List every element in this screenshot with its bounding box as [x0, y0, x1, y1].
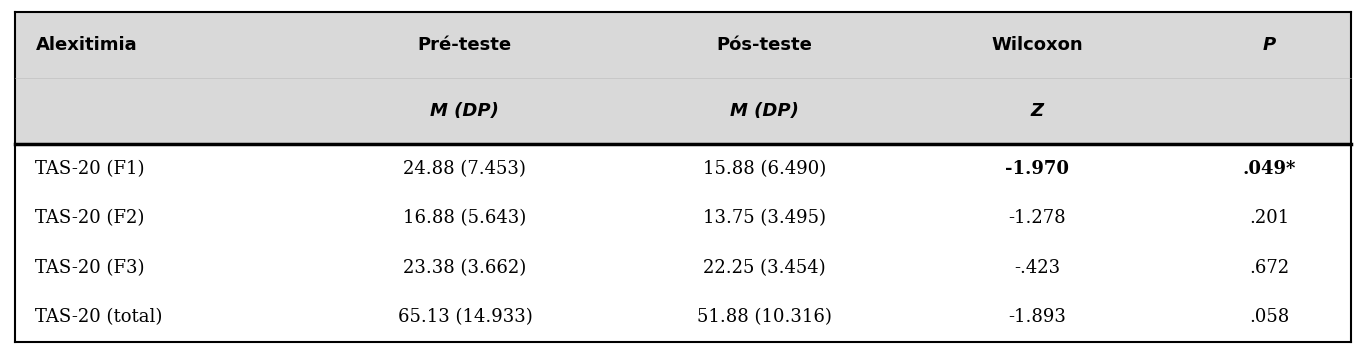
Text: Pré-teste: Pré-teste	[418, 36, 512, 54]
FancyBboxPatch shape	[15, 12, 1351, 144]
Text: TAS-20 (F2): TAS-20 (F2)	[36, 209, 145, 227]
Text: 16.88 (5.643): 16.88 (5.643)	[403, 209, 526, 227]
Text: 15.88 (6.490): 15.88 (6.490)	[703, 160, 826, 178]
Text: .049*: .049*	[1243, 160, 1296, 178]
Text: TAS-20 (total): TAS-20 (total)	[36, 308, 163, 326]
Text: -.423: -.423	[1015, 259, 1060, 277]
Text: M (DP): M (DP)	[430, 102, 500, 120]
Text: Alexitimia: Alexitimia	[36, 36, 137, 54]
Text: 24.88 (7.453): 24.88 (7.453)	[403, 160, 526, 178]
Text: 13.75 (3.495): 13.75 (3.495)	[703, 209, 826, 227]
Text: P: P	[1262, 36, 1276, 54]
Text: -1.893: -1.893	[1008, 308, 1067, 326]
Text: 22.25 (3.454): 22.25 (3.454)	[703, 259, 826, 277]
Text: Pós-teste: Pós-teste	[717, 36, 813, 54]
Text: Wilcoxon: Wilcoxon	[992, 36, 1083, 54]
Text: .058: .058	[1249, 308, 1290, 326]
Text: .201: .201	[1249, 209, 1290, 227]
Text: M (DP): M (DP)	[731, 102, 799, 120]
Text: 23.38 (3.662): 23.38 (3.662)	[403, 259, 526, 277]
Text: TAS-20 (F1): TAS-20 (F1)	[36, 160, 145, 178]
Text: 65.13 (14.933): 65.13 (14.933)	[398, 308, 533, 326]
Text: TAS-20 (F3): TAS-20 (F3)	[36, 259, 145, 277]
Text: -1.970: -1.970	[1005, 160, 1070, 178]
Text: Z: Z	[1031, 102, 1044, 120]
Text: 51.88 (10.316): 51.88 (10.316)	[698, 308, 832, 326]
Text: .672: .672	[1249, 259, 1290, 277]
Text: -1.278: -1.278	[1008, 209, 1067, 227]
